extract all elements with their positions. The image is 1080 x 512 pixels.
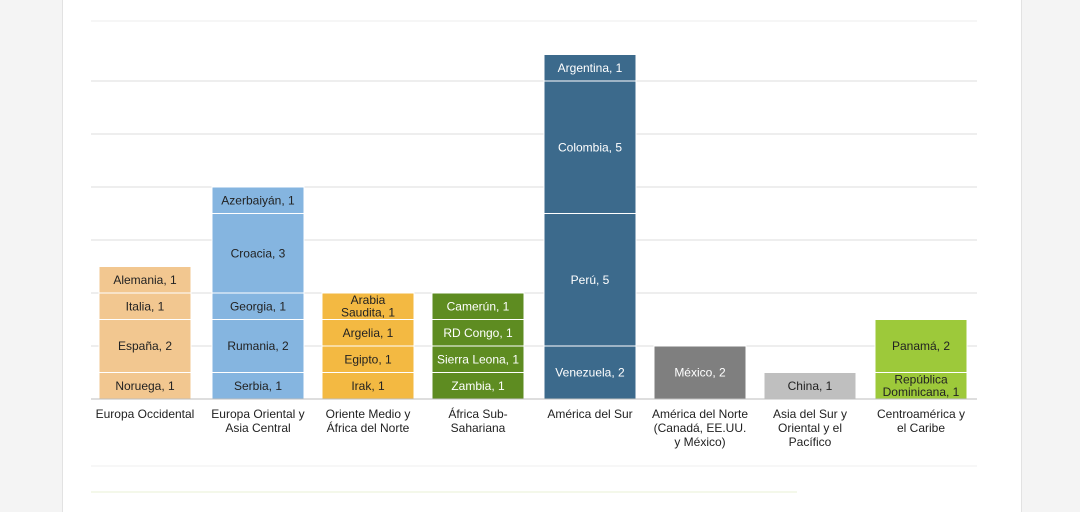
data-label-alemania: Alemania, 1 (113, 273, 177, 287)
x-tick-label-europa-oriental-y-asia-central: Europa Oriental y Asia Central (211, 407, 304, 435)
x-tick-label-oriente-medio-y-africa-del-norte: Oriente Medio y África del Norte (326, 407, 411, 435)
x-tick-label-africa-sub-sahariana: África Sub-Sahariana (448, 406, 507, 435)
data-label-croacia: Croacia, 3 (231, 246, 286, 260)
data-label-irak: Irak, 1 (351, 379, 385, 393)
bar-segment-georgia (211, 292, 305, 320)
data-label-arabia-saudita: Arabia Saudita, 1 (341, 293, 395, 320)
data-label-italia: Italia, 1 (126, 299, 165, 313)
data-label-rumania: Rumania, 2 (227, 339, 289, 353)
x-tick-label-europa-occidental: Europa Occidental (96, 407, 195, 421)
bar-segment-arabia-saudita (321, 292, 415, 320)
bar-segment-china (763, 372, 857, 400)
bar-segment-camerun (431, 292, 525, 320)
data-label-espana: España, 2 (118, 339, 172, 353)
bar-segment-sierra-leona (431, 345, 525, 373)
bar-segment-azerbaiyan (211, 186, 305, 214)
data-label-serbia: Serbia, 1 (234, 379, 282, 393)
x-tick-label-centroamerica-y-el-caribe: Centroamérica y el Caribe (877, 407, 965, 435)
data-label-georgia: Georgia, 1 (230, 299, 286, 313)
bar-segment-argelia (321, 319, 415, 347)
x-tick-label-asia-del-sur-y-oriental-y-el-pacifico: Asia del Sur y Oriental y el Pacífico (773, 407, 847, 449)
data-label-egipto: Egipto, 1 (344, 352, 392, 366)
data-label-noruega: Noruega, 1 (115, 379, 175, 393)
data-label-panama: Panamá, 2 (892, 339, 950, 353)
bar-segment-zambia (431, 372, 525, 400)
bar-segment-argentina (543, 54, 637, 82)
data-label-china: China, 1 (788, 379, 833, 393)
data-label-camerun: Camerún, 1 (447, 299, 510, 313)
data-label-rd-congo: RD Congo, 1 (443, 326, 513, 340)
bar-segment-rumania (211, 319, 305, 373)
data-label-colombia: Colombia, 5 (558, 140, 622, 154)
x-tick-label-america-del-sur: América del Sur (547, 407, 632, 421)
data-label-mexico: México, 2 (674, 366, 726, 380)
bar-segment-alemania (98, 266, 192, 294)
data-label-argelia: Argelia, 1 (343, 326, 394, 340)
data-label-azerbaiyan: Azerbaiyán, 1 (221, 193, 295, 207)
bar-segment-rd-congo (431, 319, 525, 347)
data-label-sierra-leona: Sierra Leona, 1 (437, 352, 519, 366)
bar-segment-peru (543, 213, 637, 347)
x-tick-label-america-del-norte-canada-ee-uu-y-mexico: América del Norte (Canadá, EE.UU. y México… (652, 407, 748, 449)
data-label-republica-dominicana: República Dominicana, 1 (883, 373, 960, 400)
data-label-zambia: Zambia, 1 (451, 379, 505, 393)
bar-segment-mexico (653, 345, 747, 400)
bar-segment-republica-dominicana (874, 372, 968, 400)
bar-segment-croacia (211, 213, 305, 294)
data-label-venezuela: Venezuela, 2 (555, 366, 625, 380)
data-label-peru: Perú, 5 (571, 273, 610, 287)
data-label-argentina: Argentina, 1 (558, 61, 623, 75)
bar-segment-egipto (321, 345, 415, 373)
bar-segment-panama (874, 319, 968, 373)
bar-segment-irak (321, 372, 415, 400)
